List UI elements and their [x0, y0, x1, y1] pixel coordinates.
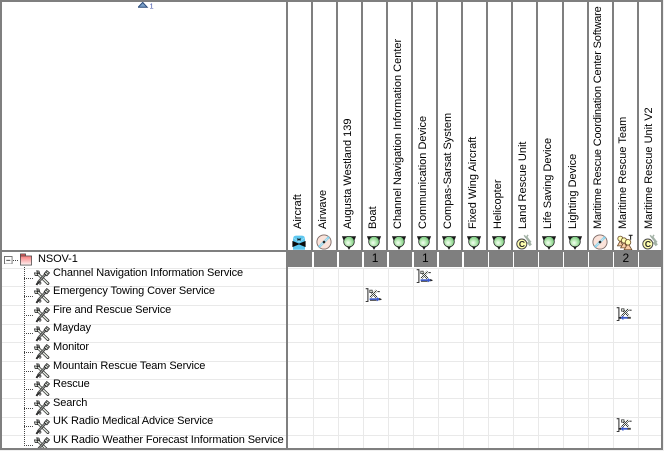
svg-text:1: 1 — [150, 2, 154, 9]
